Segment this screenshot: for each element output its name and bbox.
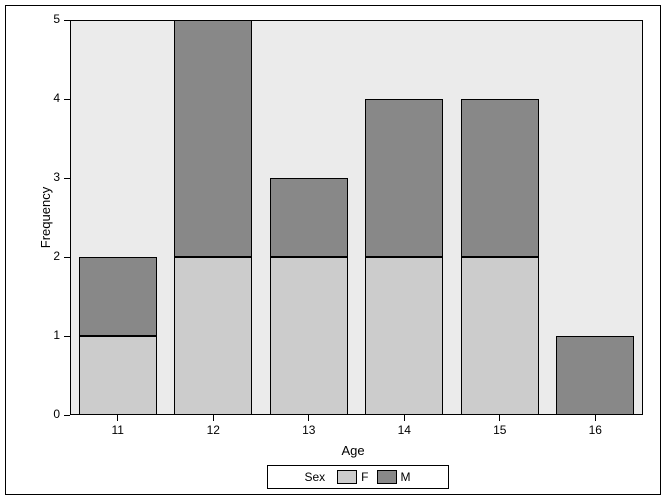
- legend-title: Sex: [304, 470, 325, 484]
- bar-segment-m: [79, 257, 157, 336]
- bar-segment-m: [556, 336, 634, 415]
- bar-segment-f: [79, 336, 157, 415]
- x-tick-label: 14: [384, 423, 424, 437]
- y-tick-label: 5: [53, 12, 60, 26]
- legend-swatch-m: [377, 470, 397, 484]
- legend-swatch-f: [337, 470, 357, 484]
- y-tick-mark: [64, 99, 70, 100]
- bar-segment-f: [174, 257, 252, 415]
- bar-segment-m: [365, 99, 443, 257]
- x-tick-mark: [117, 415, 118, 421]
- chart-container: 012345111213141516 Frequency Age SexFM: [0, 0, 666, 500]
- x-tick-label: 13: [289, 423, 329, 437]
- y-tick-mark: [64, 336, 70, 337]
- x-tick-label: 11: [98, 423, 138, 437]
- y-tick-label: 3: [53, 170, 60, 184]
- legend-label-f: F: [361, 470, 368, 484]
- y-tick-label: 4: [53, 91, 60, 105]
- bar-segment-m: [270, 178, 348, 257]
- x-axis-title: Age: [342, 443, 365, 458]
- y-tick-label: 0: [53, 407, 60, 421]
- bar-segment-f: [270, 257, 348, 415]
- x-tick-mark: [308, 415, 309, 421]
- bar-segment-f: [461, 257, 539, 415]
- bar-segment-f: [365, 257, 443, 415]
- x-tick-mark: [499, 415, 500, 421]
- y-tick-label: 2: [53, 249, 60, 263]
- y-tick-mark: [64, 178, 70, 179]
- x-tick-label: 16: [575, 423, 615, 437]
- x-tick-label: 12: [193, 423, 233, 437]
- y-tick-mark: [64, 257, 70, 258]
- x-tick-mark: [404, 415, 405, 421]
- bar-segment-m: [461, 99, 539, 257]
- x-tick-label: 15: [480, 423, 520, 437]
- y-axis-title: Frequency: [38, 186, 53, 247]
- bar-segment-m: [174, 20, 252, 257]
- y-tick-label: 1: [53, 328, 60, 342]
- legend: Sex F M: [267, 465, 449, 489]
- legend-label-m: M: [401, 470, 411, 484]
- x-tick-mark: [595, 415, 596, 421]
- y-tick-mark: [64, 20, 70, 21]
- x-tick-mark: [213, 415, 214, 421]
- y-tick-mark: [64, 415, 70, 416]
